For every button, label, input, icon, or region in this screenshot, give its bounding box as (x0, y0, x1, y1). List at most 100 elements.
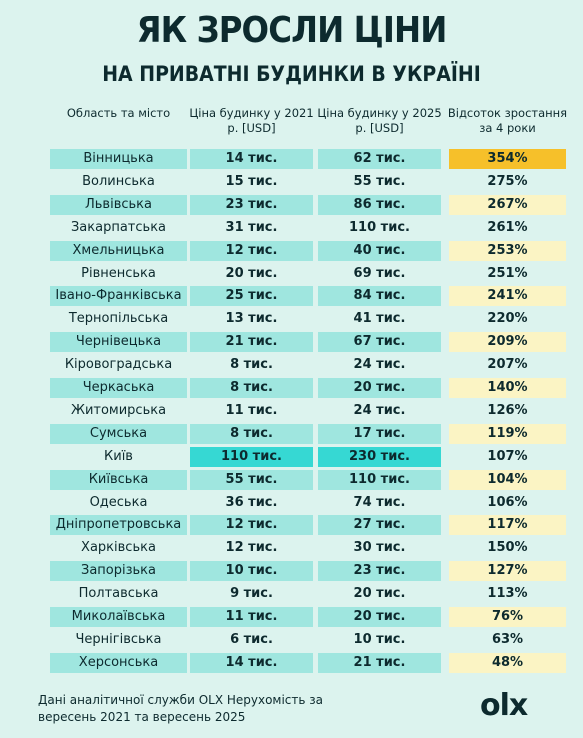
value-cell: 21 тис. (318, 652, 441, 673)
value-cell: 24 тис. (353, 357, 406, 373)
region-cell: Чернігівська (75, 631, 162, 647)
value-cell: 20 тис. (318, 378, 441, 398)
value-cell: 207% (487, 357, 528, 373)
value-cell: 110 тис. (349, 219, 410, 235)
column-header: Відсоток зростання за 4 роки (447, 106, 568, 135)
value-cell: 104% (449, 469, 566, 490)
value-cell: 110 тис. (190, 446, 313, 467)
value-cell: 21 тис. (190, 332, 313, 353)
value-cell: 67 тис. (318, 332, 441, 353)
value-cell: 117% (449, 515, 566, 536)
value-cell: 84 тис. (318, 286, 441, 307)
value-cell: 15 тис. (225, 173, 278, 189)
value-cell: 230 тис. (318, 446, 441, 467)
region-cell: Дніпропетровська (50, 515, 187, 536)
region-cell: Одеська (89, 494, 148, 510)
column-header: Ціна будинку у 2021 р. [USD] (189, 106, 314, 135)
value-cell: 86 тис. (318, 194, 441, 215)
value-cell: 55 тис. (353, 173, 406, 189)
value-cell: 110 тис. (318, 469, 441, 490)
value-cell: 126% (487, 402, 528, 418)
source-note: Дані аналітичної служби OLX Нерухомість … (38, 693, 324, 724)
region-cell: Харківська (81, 540, 156, 556)
value-cell: 27 тис. (318, 515, 441, 536)
region-cell: Житомирська (70, 402, 167, 418)
region-cell: Сумська (50, 423, 187, 444)
value-cell: 8 тис. (190, 378, 313, 398)
value-cell: 261% (487, 219, 528, 235)
title: ЯК ЗРОСЛИ ЦІНИ (136, 10, 448, 51)
value-cell: 62 тис. (318, 149, 441, 169)
region-cell: Тернопільська (68, 311, 169, 327)
value-cell: 8 тис. (190, 423, 313, 444)
value-cell: 8 тис. (230, 357, 273, 373)
value-cell: 20 тис. (225, 265, 278, 281)
region-cell: Львівська (50, 194, 187, 215)
value-cell: 9 тис. (230, 586, 273, 602)
value-cell: 40 тис. (318, 240, 441, 261)
region-cell: Івано-Франківська (50, 286, 187, 307)
value-cell: 14 тис. (190, 149, 313, 169)
value-cell: 31 тис. (225, 219, 278, 235)
value-cell: 10 тис. (190, 561, 313, 582)
value-cell: 48% (449, 652, 566, 673)
value-cell: 30 тис. (353, 540, 406, 556)
value-cell: 23 тис. (318, 561, 441, 582)
region-cell: Чернівецька (50, 332, 187, 353)
region-cell: Вінницька (50, 149, 187, 169)
region-cell: Черкаська (50, 378, 187, 398)
region-cell: Київ (104, 448, 133, 464)
value-cell: 12 тис. (190, 515, 313, 536)
region-cell: Хмельницька (50, 240, 187, 261)
region-cell: Кіровоградська (64, 357, 173, 373)
value-cell: 41 тис. (353, 311, 406, 327)
region-cell: Рівненська (81, 265, 156, 281)
value-cell: 113% (487, 586, 528, 602)
value-cell: 127% (449, 561, 566, 582)
value-cell: 76% (449, 607, 566, 627)
subtitle: НА ПРИВАТНІ БУДИНКИ В УКРАЇНІ (102, 62, 481, 86)
region-cell: Запорізька (50, 561, 187, 582)
value-cell: 11 тис. (190, 607, 313, 627)
value-cell: 6 тис. (230, 631, 273, 647)
region-cell: Волинська (82, 173, 155, 189)
value-cell: 220% (487, 311, 528, 327)
value-cell: 275% (487, 173, 528, 189)
value-cell: 20 тис. (318, 607, 441, 627)
value-cell: 69 тис. (353, 265, 406, 281)
logo: olx (480, 688, 528, 723)
value-cell: 10 тис. (353, 631, 406, 647)
value-cell: 63% (491, 631, 524, 647)
value-cell: 253% (449, 240, 566, 261)
value-cell: 12 тис. (225, 540, 278, 556)
region-cell: Полтавська (78, 586, 159, 602)
value-cell: 106% (487, 494, 528, 510)
region-cell: Херсонська (50, 652, 187, 673)
value-cell: 354% (449, 149, 566, 169)
value-cell: 107% (487, 448, 528, 464)
value-cell: 140% (449, 378, 566, 398)
value-cell: 23 тис. (190, 194, 313, 215)
value-cell: 267% (449, 194, 566, 215)
column-header: Область та місто (66, 106, 171, 120)
value-cell: 241% (449, 286, 566, 307)
value-cell: 13 тис. (225, 311, 278, 327)
region-cell: Київська (50, 469, 187, 490)
region-cell: Миколаївська (50, 607, 187, 627)
value-cell: 119% (449, 423, 566, 444)
value-cell: 150% (487, 540, 528, 556)
column-header: Ціна будинку у 2025 р. [USD] (317, 106, 442, 135)
value-cell: 17 тис. (318, 423, 441, 444)
value-cell: 11 тис. (225, 402, 278, 418)
value-cell: 14 тис. (190, 652, 313, 673)
value-cell: 20 тис. (353, 586, 406, 602)
region-cell: Закарпатська (70, 219, 167, 235)
value-cell: 55 тис. (190, 469, 313, 490)
value-cell: 209% (449, 332, 566, 353)
value-cell: 12 тис. (190, 240, 313, 261)
value-cell: 74 тис. (353, 494, 406, 510)
value-cell: 36 тис. (225, 494, 278, 510)
value-cell: 25 тис. (190, 286, 313, 307)
value-cell: 24 тис. (353, 402, 406, 418)
